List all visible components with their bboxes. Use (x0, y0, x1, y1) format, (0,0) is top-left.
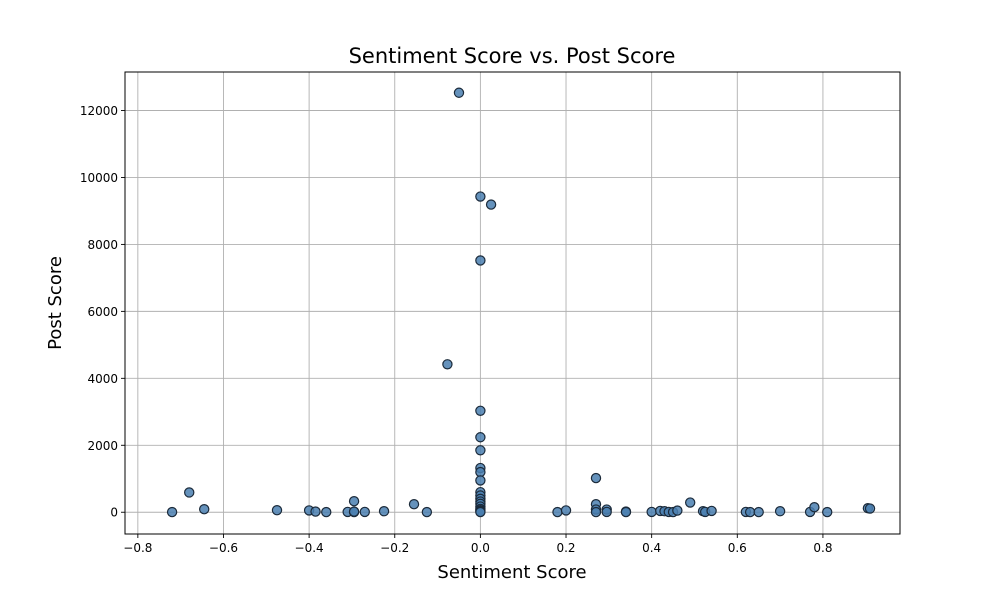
data-point (822, 506, 833, 518)
data-point (601, 506, 612, 518)
data-point (321, 506, 332, 518)
x-tick-label: −0.6 (209, 541, 238, 555)
data-point (706, 505, 717, 517)
data-point (184, 487, 195, 498)
data-point (408, 499, 420, 510)
data-point (590, 506, 602, 518)
y-axis-title: Post Score (45, 256, 66, 350)
data-point (684, 497, 696, 508)
grid-lines (125, 72, 900, 534)
data-point (646, 506, 657, 518)
x-tick-label: 0.8 (813, 541, 832, 555)
x-tick-label: 0.6 (728, 541, 747, 555)
x-tick-label: −0.2 (380, 541, 409, 555)
y-tick-label: 6000 (87, 305, 118, 319)
data-points (166, 87, 876, 518)
data-point (442, 359, 453, 370)
data-point (453, 87, 465, 98)
chart-title: Sentiment Score vs. Post Score (349, 44, 676, 68)
data-point (590, 472, 602, 484)
data-point (485, 199, 497, 210)
y-tick-label: 8000 (87, 238, 118, 252)
data-point (475, 506, 486, 518)
data-point (744, 506, 756, 518)
data-point (620, 506, 632, 518)
data-point (310, 506, 321, 517)
data-point (809, 502, 820, 513)
y-tick-label: 0 (110, 506, 118, 520)
y-tick-label: 12000 (80, 104, 118, 118)
data-point (672, 505, 683, 516)
data-point (166, 506, 178, 518)
data-point (348, 495, 360, 507)
x-axis-title: Sentiment Score (437, 562, 586, 583)
data-point (560, 505, 572, 516)
data-point (475, 191, 486, 202)
axis-ticks: −0.8 −0.6 −0.4 −0.2 0.0 0.2 0.4 0.6 0.8 0 2000 4000… (80, 104, 833, 555)
y-tick-label: 10000 (80, 171, 118, 185)
x-tick-label: −0.4 (295, 541, 324, 555)
data-point (475, 405, 486, 416)
data-point (199, 504, 210, 515)
data-point (421, 506, 433, 518)
data-point (753, 506, 764, 518)
x-tick-label: 0.4 (642, 541, 661, 555)
data-point (378, 506, 390, 517)
data-point (271, 505, 283, 516)
data-point (475, 255, 486, 266)
data-point (475, 445, 486, 456)
x-tick-label: 0.0 (471, 541, 490, 555)
x-tick-label: −0.8 (123, 541, 152, 555)
data-point (359, 506, 370, 518)
y-tick-label: 4000 (87, 372, 118, 386)
x-tick-label: 0.2 (556, 541, 575, 555)
data-point (552, 506, 563, 518)
plot-frame (124, 71, 901, 535)
data-point (475, 475, 486, 486)
y-tick-label: 2000 (87, 439, 118, 453)
data-point (864, 503, 876, 514)
data-point (774, 506, 786, 517)
data-point (348, 506, 360, 517)
data-point (475, 432, 486, 443)
